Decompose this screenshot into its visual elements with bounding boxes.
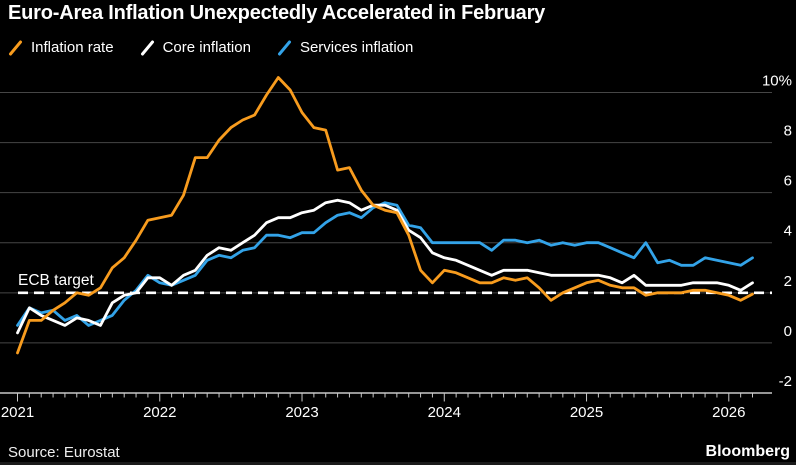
y-axis-label-0: 0 [784, 323, 792, 340]
legend-slash-icon-services-inflation [277, 40, 291, 55]
y-axis-label--2: -2 [779, 373, 792, 390]
x-axis-label-2023: 2023 [285, 404, 318, 421]
y-axis-label-10: 10% [762, 73, 792, 90]
x-axis-label-2024: 2024 [428, 404, 461, 421]
x-axis-label-2026: 2026 [712, 404, 745, 421]
y-axis-label-6: 6 [784, 173, 792, 190]
footer: Source: Eurostat Bloomberg [8, 443, 790, 461]
bottom-bar [0, 462, 796, 465]
x-axis-label-2022: 2022 [143, 404, 176, 421]
y-axis-label-8: 8 [784, 123, 792, 140]
legend-slash-stroke [277, 40, 291, 55]
legend-label-inflation-rate: Inflation rate [31, 39, 114, 56]
series-line-inflation-rate [16, 76, 754, 355]
x-axis-label-2025: 2025 [570, 404, 603, 421]
series-line-services-inflation [16, 201, 754, 327]
legend-slash-icon-core-inflation [140, 40, 154, 55]
legend-label-core-inflation: Core inflation [162, 39, 251, 56]
source-note: Source: Eurostat [8, 444, 120, 461]
legend-item-core-inflation: Core inflation [140, 39, 251, 56]
legend-item-services-inflation: Services inflation [277, 39, 413, 56]
ecb-target-label: ECB target [18, 272, 94, 289]
y-axis-label-4: 4 [784, 223, 792, 240]
legend-item-inflation-rate: Inflation rate [8, 39, 114, 56]
legend-slash-stroke [140, 40, 154, 55]
y-axis-label-2: 2 [784, 273, 792, 290]
chart-title: Euro-Area Inflation Unexpectedly Acceler… [8, 2, 546, 24]
x-axis-label-2021: 2021 [1, 404, 34, 421]
legend-slash-stroke [9, 40, 22, 55]
legend-slash-icon-inflation-rate [9, 40, 22, 55]
series-line-core-inflation [16, 198, 754, 335]
bloomberg-logo: Bloomberg [705, 443, 790, 460]
legend: Inflation rate Core inflation Services inf… [8, 39, 413, 56]
legend-label-services-inflation: Services inflation [299, 39, 414, 56]
